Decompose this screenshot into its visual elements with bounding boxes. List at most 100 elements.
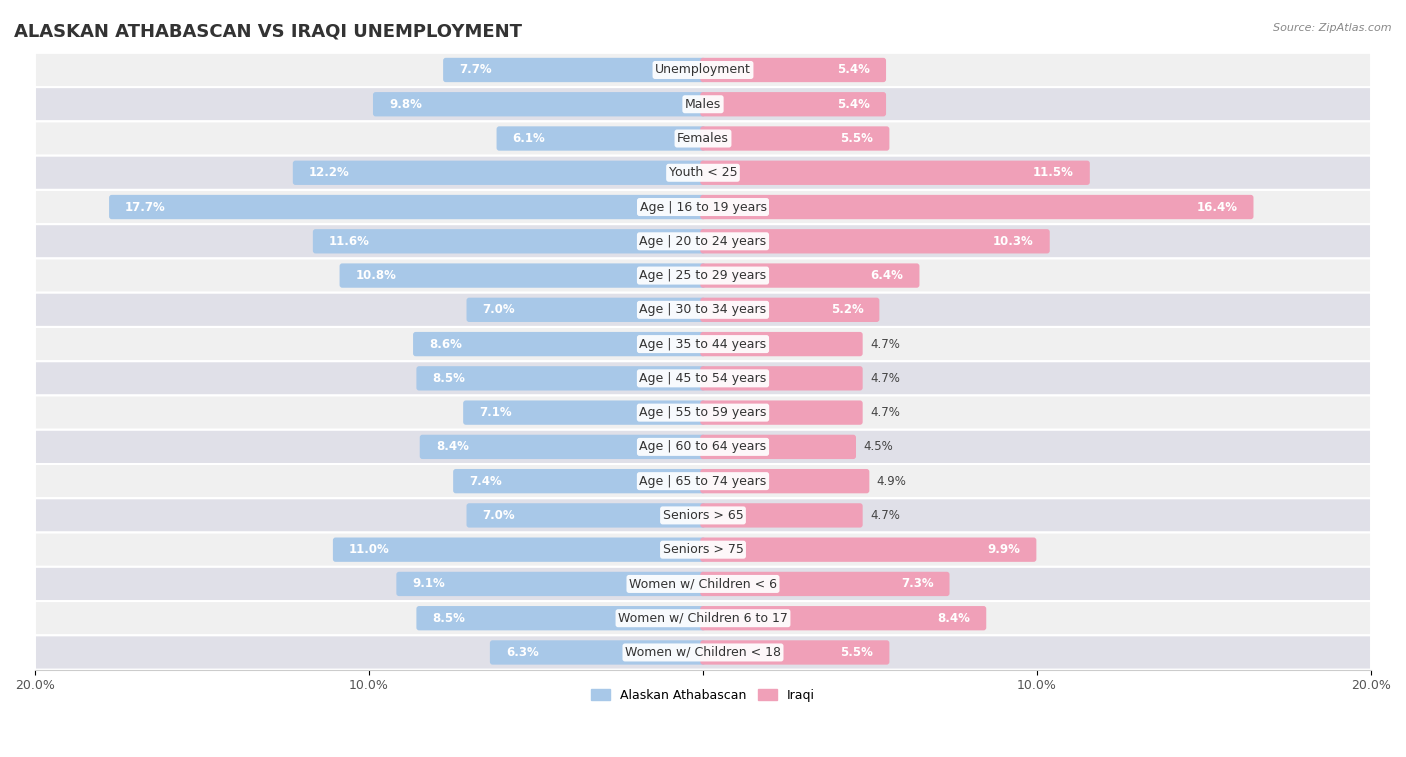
FancyBboxPatch shape [35, 635, 1371, 670]
Text: Age | 45 to 54 years: Age | 45 to 54 years [640, 372, 766, 385]
Text: Age | 55 to 59 years: Age | 55 to 59 years [640, 406, 766, 419]
Text: 4.7%: 4.7% [870, 372, 900, 385]
FancyBboxPatch shape [467, 503, 706, 528]
FancyBboxPatch shape [333, 537, 706, 562]
Text: Age | 35 to 44 years: Age | 35 to 44 years [640, 338, 766, 350]
Text: 16.4%: 16.4% [1197, 201, 1237, 213]
FancyBboxPatch shape [700, 332, 863, 357]
FancyBboxPatch shape [700, 92, 886, 117]
FancyBboxPatch shape [292, 160, 706, 185]
FancyBboxPatch shape [416, 606, 706, 631]
Legend: Alaskan Athabascan, Iraqi: Alaskan Athabascan, Iraqi [586, 684, 820, 706]
Text: 8.5%: 8.5% [433, 612, 465, 625]
FancyBboxPatch shape [700, 160, 1090, 185]
FancyBboxPatch shape [700, 298, 879, 322]
Text: 7.7%: 7.7% [460, 64, 492, 76]
FancyBboxPatch shape [700, 435, 856, 459]
Text: Unemployment: Unemployment [655, 64, 751, 76]
Text: 9.8%: 9.8% [389, 98, 422, 111]
Text: Women w/ Children < 18: Women w/ Children < 18 [626, 646, 780, 659]
Text: Source: ZipAtlas.com: Source: ZipAtlas.com [1274, 23, 1392, 33]
FancyBboxPatch shape [35, 532, 1371, 567]
Text: 17.7%: 17.7% [125, 201, 166, 213]
Text: 7.1%: 7.1% [479, 406, 512, 419]
FancyBboxPatch shape [443, 58, 706, 83]
Text: Age | 30 to 34 years: Age | 30 to 34 years [640, 304, 766, 316]
Text: 11.5%: 11.5% [1033, 167, 1074, 179]
FancyBboxPatch shape [416, 366, 706, 391]
Text: 4.7%: 4.7% [870, 406, 900, 419]
Text: 7.3%: 7.3% [901, 578, 934, 590]
Text: Age | 20 to 24 years: Age | 20 to 24 years [640, 235, 766, 248]
FancyBboxPatch shape [700, 229, 1050, 254]
FancyBboxPatch shape [35, 156, 1371, 190]
FancyBboxPatch shape [700, 58, 886, 83]
FancyBboxPatch shape [700, 572, 949, 596]
Text: 5.5%: 5.5% [841, 132, 873, 145]
Text: Age | 65 to 74 years: Age | 65 to 74 years [640, 475, 766, 488]
FancyBboxPatch shape [467, 298, 706, 322]
Text: 7.0%: 7.0% [482, 304, 515, 316]
FancyBboxPatch shape [413, 332, 706, 357]
Text: 7.0%: 7.0% [482, 509, 515, 522]
Text: 9.1%: 9.1% [412, 578, 446, 590]
FancyBboxPatch shape [35, 258, 1371, 293]
FancyBboxPatch shape [110, 195, 706, 220]
Text: 5.4%: 5.4% [837, 98, 870, 111]
FancyBboxPatch shape [700, 195, 1254, 220]
Text: Seniors > 65: Seniors > 65 [662, 509, 744, 522]
FancyBboxPatch shape [463, 400, 706, 425]
Text: Age | 60 to 64 years: Age | 60 to 64 years [640, 441, 766, 453]
FancyBboxPatch shape [35, 361, 1371, 395]
Text: 7.4%: 7.4% [470, 475, 502, 488]
Text: 10.3%: 10.3% [993, 235, 1033, 248]
FancyBboxPatch shape [35, 190, 1371, 224]
FancyBboxPatch shape [35, 430, 1371, 464]
FancyBboxPatch shape [35, 53, 1371, 87]
FancyBboxPatch shape [396, 572, 706, 596]
FancyBboxPatch shape [314, 229, 706, 254]
Text: 11.0%: 11.0% [349, 544, 389, 556]
Text: Youth < 25: Youth < 25 [669, 167, 737, 179]
Text: Women w/ Children 6 to 17: Women w/ Children 6 to 17 [619, 612, 787, 625]
Text: Women w/ Children < 6: Women w/ Children < 6 [628, 578, 778, 590]
FancyBboxPatch shape [35, 224, 1371, 258]
FancyBboxPatch shape [496, 126, 706, 151]
FancyBboxPatch shape [373, 92, 706, 117]
Text: 4.5%: 4.5% [863, 441, 893, 453]
Text: 5.4%: 5.4% [837, 64, 870, 76]
FancyBboxPatch shape [700, 640, 890, 665]
Text: Age | 16 to 19 years: Age | 16 to 19 years [640, 201, 766, 213]
FancyBboxPatch shape [35, 464, 1371, 498]
Text: 5.2%: 5.2% [831, 304, 863, 316]
FancyBboxPatch shape [35, 121, 1371, 156]
Text: 8.4%: 8.4% [436, 441, 468, 453]
Text: 8.6%: 8.6% [429, 338, 463, 350]
Text: 6.4%: 6.4% [870, 269, 904, 282]
FancyBboxPatch shape [700, 503, 863, 528]
Text: 4.7%: 4.7% [870, 509, 900, 522]
Text: 5.5%: 5.5% [841, 646, 873, 659]
FancyBboxPatch shape [35, 567, 1371, 601]
FancyBboxPatch shape [35, 87, 1371, 121]
FancyBboxPatch shape [700, 126, 890, 151]
Text: 4.7%: 4.7% [870, 338, 900, 350]
FancyBboxPatch shape [700, 263, 920, 288]
FancyBboxPatch shape [35, 293, 1371, 327]
FancyBboxPatch shape [35, 395, 1371, 430]
Text: Age | 25 to 29 years: Age | 25 to 29 years [640, 269, 766, 282]
FancyBboxPatch shape [700, 606, 986, 631]
FancyBboxPatch shape [700, 400, 863, 425]
FancyBboxPatch shape [489, 640, 706, 665]
FancyBboxPatch shape [700, 366, 863, 391]
FancyBboxPatch shape [700, 469, 869, 494]
FancyBboxPatch shape [453, 469, 706, 494]
FancyBboxPatch shape [420, 435, 706, 459]
Text: 6.3%: 6.3% [506, 646, 538, 659]
FancyBboxPatch shape [35, 498, 1371, 532]
Text: 4.9%: 4.9% [877, 475, 907, 488]
Text: 9.9%: 9.9% [987, 544, 1021, 556]
Text: 8.4%: 8.4% [938, 612, 970, 625]
Text: Females: Females [678, 132, 728, 145]
Text: ALASKAN ATHABASCAN VS IRAQI UNEMPLOYMENT: ALASKAN ATHABASCAN VS IRAQI UNEMPLOYMENT [14, 23, 522, 41]
